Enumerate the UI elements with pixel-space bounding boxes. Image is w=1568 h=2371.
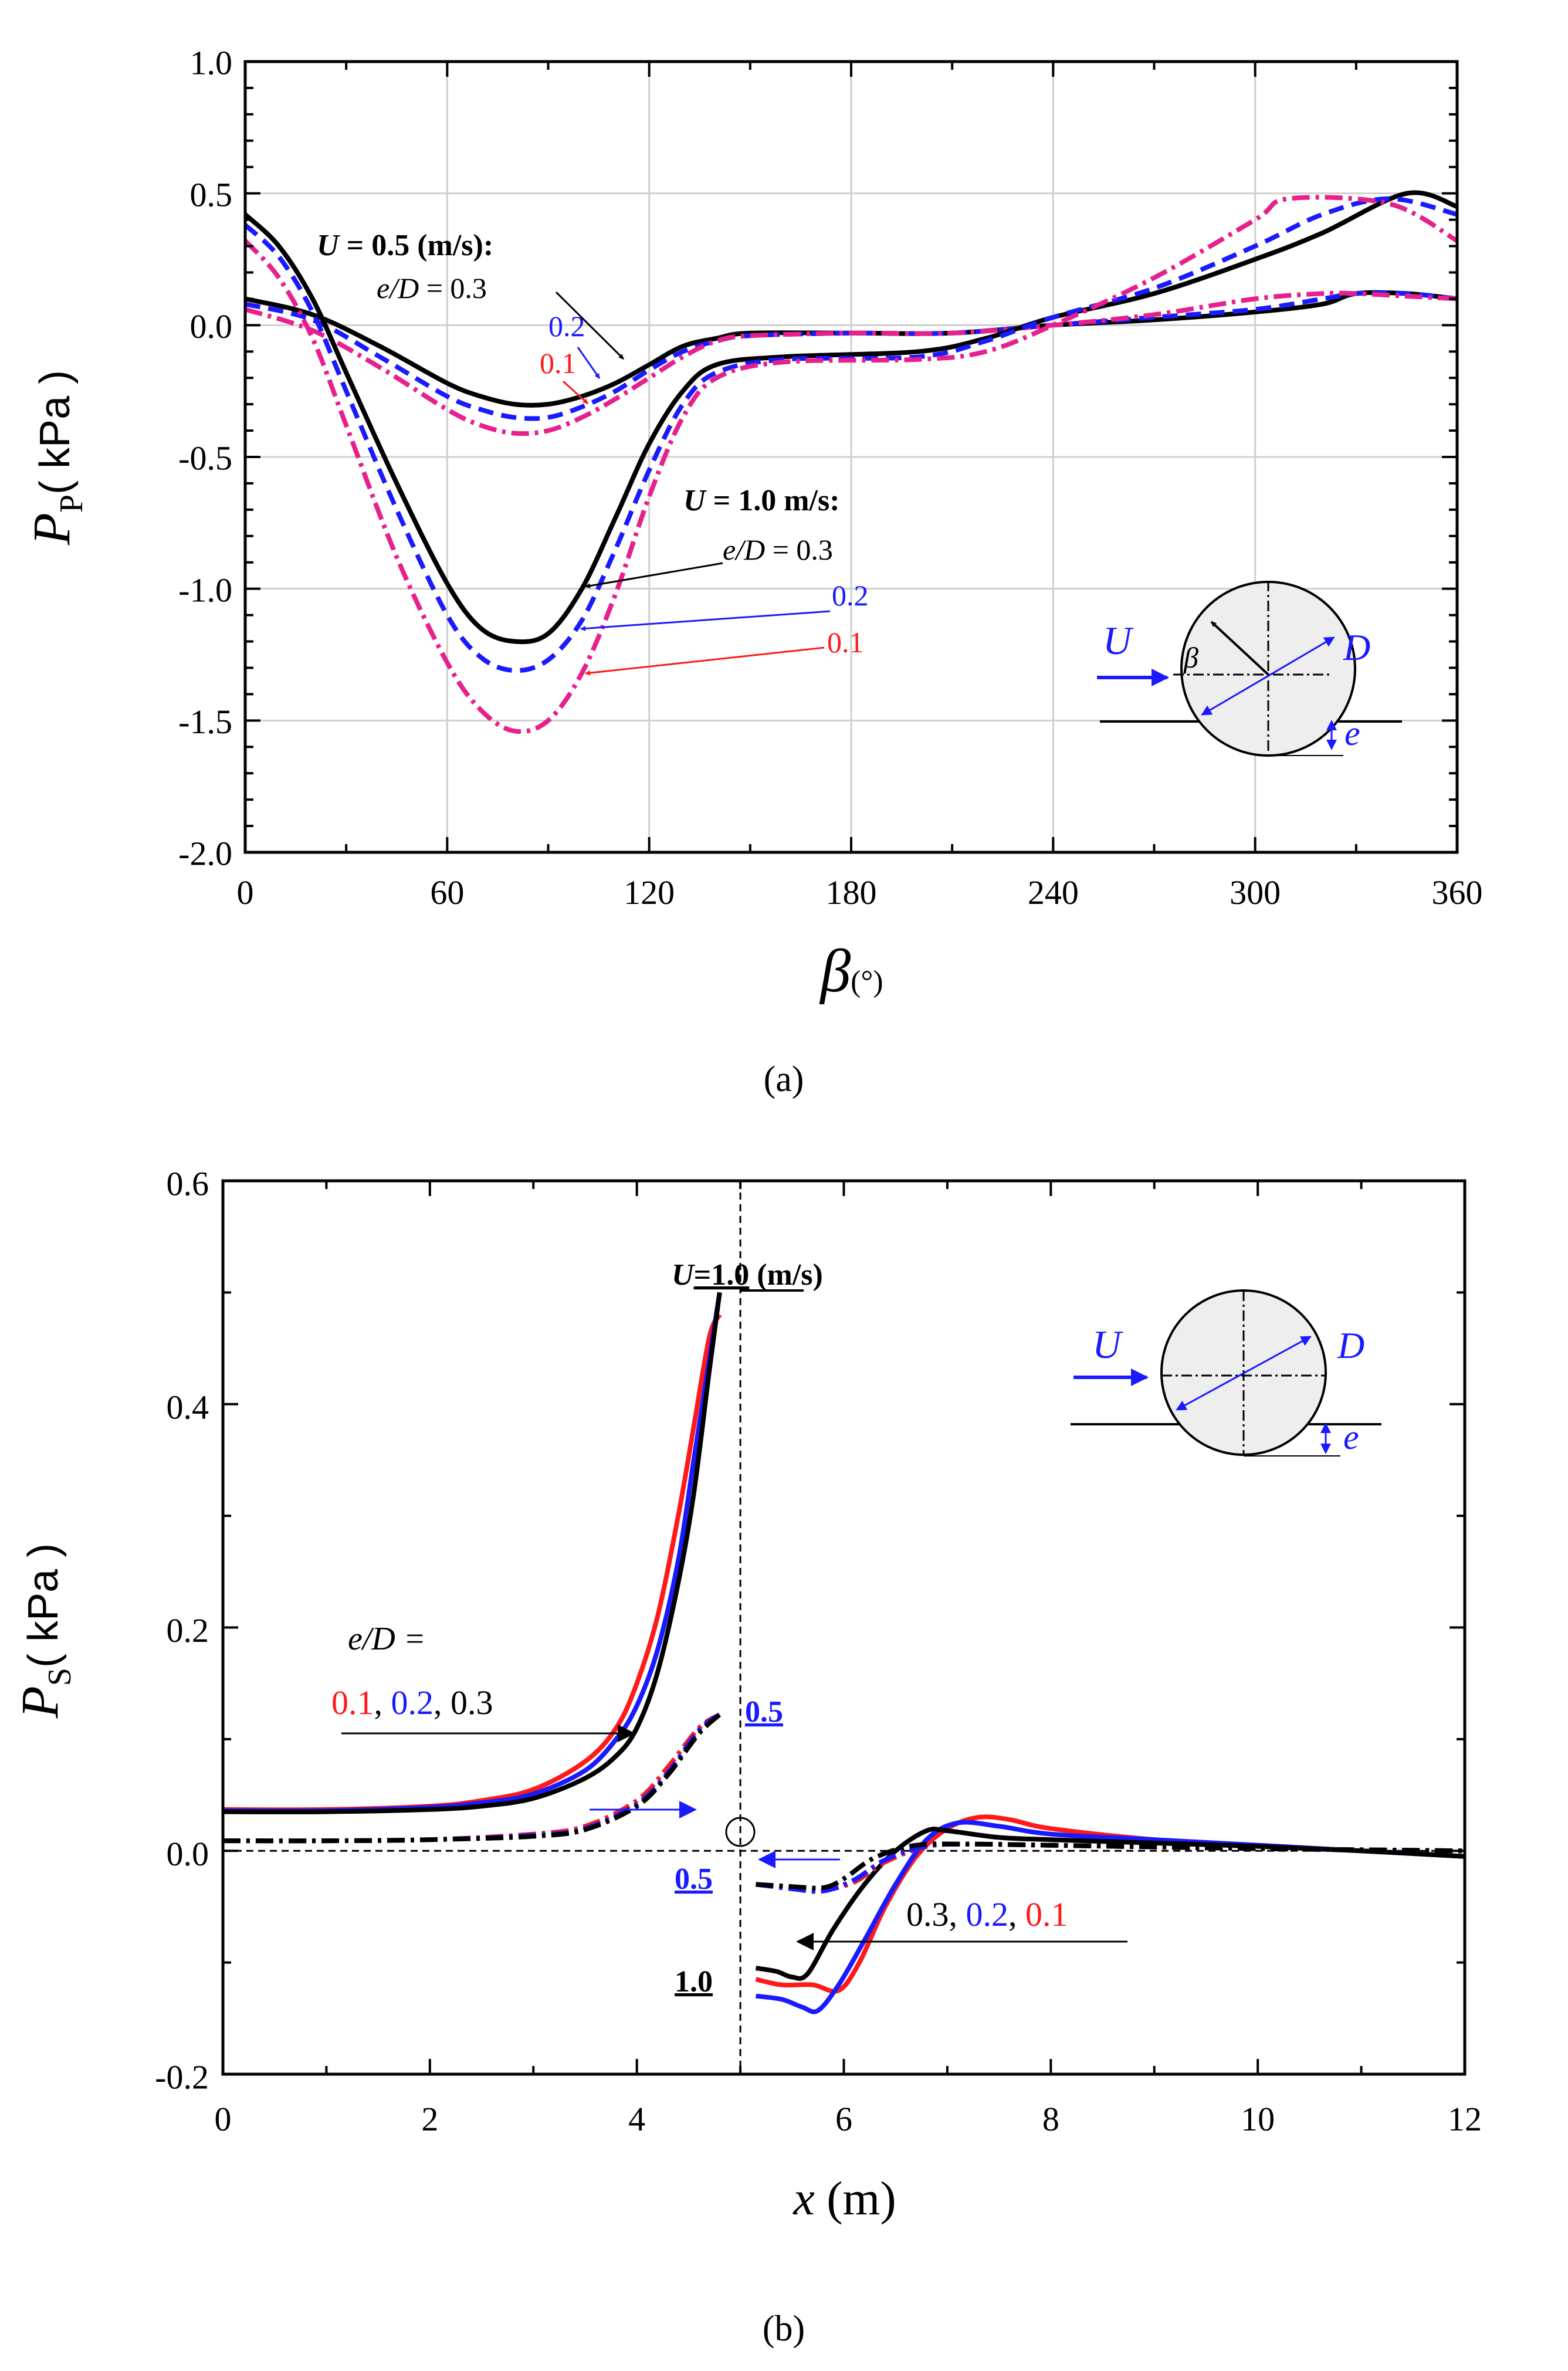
chart-a-series-line-2	[244, 290, 1458, 436]
inset-a-beta: β	[1183, 641, 1198, 674]
chart-b-ytick-label: 0.4	[167, 1388, 209, 1426]
chart-a-series-line-3	[243, 190, 1458, 645]
chart-a-ytick-label: 0.5	[190, 175, 233, 214]
chart-a-caption: (a)	[764, 1059, 804, 1099]
chart-b-series-line-0	[222, 1313, 722, 1813]
chart-a-arrow-u10-03	[585, 562, 723, 589]
chart-b-label-05-up: 0.5	[745, 1695, 783, 1729]
inset-b-D: D	[1337, 1325, 1364, 1366]
chart-b-ylabel-sub: S	[42, 1668, 78, 1686]
chart-a-arrow-u05-02	[577, 347, 601, 379]
chart-b-ytick-label: 0.6	[167, 1165, 209, 1203]
chart-a-xtick-label: 360	[1432, 873, 1483, 912]
chart-b-right-values: 0.3, 0.2, 0.1	[906, 1895, 1068, 1933]
chart-b-xtick-label: 4	[628, 2100, 645, 2138]
chart-a-series-line-0	[245, 290, 1458, 408]
chart-a-series	[243, 190, 1458, 734]
chart-a-ytick-label: -1.0	[178, 571, 232, 609]
chart-a-ylabel-sub: P	[53, 494, 90, 513]
chart-b-xlabel-unit: (m)	[815, 2172, 896, 2225]
chart-b-xtick-label: 10	[1241, 2100, 1275, 2138]
chart-b-label-05-down: 0.5	[675, 1862, 713, 1896]
chart-a-u10-title: U = 1.0 m/s:	[683, 484, 840, 517]
chart-a-ylabel-unit: ( kPa )	[32, 370, 79, 494]
chart-b: 0 2 4 6 8 10 12 0.6 0.4 0.2 0.0 -0.2 PS( kPa ) x (m…	[11, 1165, 1482, 2349]
chart-a-xtick-label: 60	[430, 873, 464, 912]
chart-a-xtick-label: 0	[237, 873, 254, 912]
inset-b-e: e	[1343, 1418, 1359, 1457]
chart-a-u10-ed03: e/D = 0.3	[723, 533, 833, 566]
chart-a-ytick-label: 0.0	[190, 307, 233, 346]
chart-b-xlabel-symbol: x	[793, 2172, 814, 2225]
chart-b-xtick-label: 0	[215, 2100, 232, 2138]
inset-a-diameter	[1201, 636, 1335, 716]
chart-b-series-line-5	[222, 1712, 722, 1844]
chart-b-ed-label: e/D =	[348, 1621, 426, 1657]
chart-a-ylabel: PP( kPa )	[23, 370, 90, 546]
inset-a-D: D	[1343, 626, 1370, 668]
chart-a-series-line-5	[243, 195, 1458, 734]
svg-text:PP( kPa ): PP( kPa )	[23, 370, 90, 546]
chart-a-xtick-label: 240	[1028, 873, 1079, 912]
chart-b-ytick-label: -0.2	[155, 2058, 209, 2096]
chart-a-u05-v01: 0.1	[540, 347, 577, 380]
chart-b-ylabel: PS( kPa )	[11, 1543, 78, 1719]
chart-b-ed-values: 0.1, 0.2, 0.3	[331, 1684, 493, 1722]
chart-b-xtick-label: 6	[835, 2100, 852, 2138]
chart-a-ylabel-symbol: P	[23, 513, 81, 546]
chart-a-u05-ed03: e/D = 0.3	[377, 272, 487, 304]
chart-a-arrow-u05-03	[555, 291, 625, 360]
chart-b-u10-title: U=1.0 (m/s)	[672, 1258, 823, 1292]
chart-b-series-line-11	[756, 1841, 1465, 1891]
chart-a-xtick-label: 300	[1230, 873, 1281, 912]
chart-a-u10-v01: 0.1	[827, 626, 864, 659]
chart-a-u10-v02: 0.2	[832, 579, 869, 612]
chart-b-ticks: 0 2 4 6 8 10 12 0.6 0.4 0.2 0.0 -0.2	[155, 1165, 1482, 2139]
chart-b-caption: (b)	[763, 2309, 805, 2349]
chart-a-xlabel: β(°)	[819, 937, 883, 1005]
chart-b-ylabel-unit: ( kPa )	[20, 1543, 67, 1668]
chart-b-ytick-label: 0.2	[167, 1611, 209, 1649]
inset-b-U: U	[1092, 1322, 1123, 1367]
chart-b-series	[222, 1292, 1465, 2014]
chart-b-reference-lines	[223, 1181, 1465, 2074]
chart-a-ticks: 0 60 120 180 240 300 360 1.0 0.5 0.0 -0.5 -1.0 -1.5 -…	[178, 44, 1482, 912]
inset-a-U: U	[1103, 618, 1134, 663]
chart-b-xtick-label: 2	[421, 2100, 438, 2138]
svg-text:PS( kPa ): PS( kPa )	[11, 1543, 78, 1719]
chart-b-xlabel: x (m)	[793, 2172, 896, 2225]
chart-a-ytick-label: -1.5	[178, 703, 232, 741]
chart-b-series-line-2	[222, 1292, 722, 1814]
chart-a: 0 60 120 180 240 300 360 1.0 0.5 0.0 -0.5 -1.0 -1.5 -…	[23, 44, 1483, 1099]
chart-a-series-line-4	[243, 196, 1458, 673]
chart-b-label-10-down: 1.0	[675, 1965, 713, 1999]
chart-b-ytick-label: 0.0	[167, 1835, 209, 1873]
chart-a-xlabel-symbol: β	[819, 937, 851, 1005]
chart-b-inset: U D e	[1071, 1289, 1381, 1457]
chart-a-u05-title: U = 0.5 (m/s):	[317, 229, 493, 262]
chart-b-ylabel-symbol: P	[11, 1686, 69, 1719]
chart-a-ytick-label: -2.0	[178, 835, 232, 873]
chart-a-xtick-label: 180	[826, 873, 877, 912]
chart-a-xtick-label: 120	[624, 873, 675, 912]
chart-a-xlabel-unit: (°)	[851, 965, 883, 998]
chart-a-ytick-label: -0.5	[178, 439, 232, 477]
inset-a-e: e	[1345, 714, 1360, 753]
chart-b-xtick-label: 12	[1448, 2100, 1482, 2138]
chart-a-ytick-label: 1.0	[190, 44, 233, 82]
chart-a-arrow-u10-01	[585, 646, 825, 676]
chart-a-arrow-u10-02	[580, 610, 831, 631]
chart-a-arrow-u05-01	[562, 380, 589, 405]
chart-b-xtick-label: 8	[1042, 2100, 1059, 2138]
chart-b-separation-marker	[725, 1817, 756, 1847]
chart-a-inset: U β D e	[1097, 581, 1402, 757]
inset-b-diameter	[1176, 1336, 1312, 1411]
